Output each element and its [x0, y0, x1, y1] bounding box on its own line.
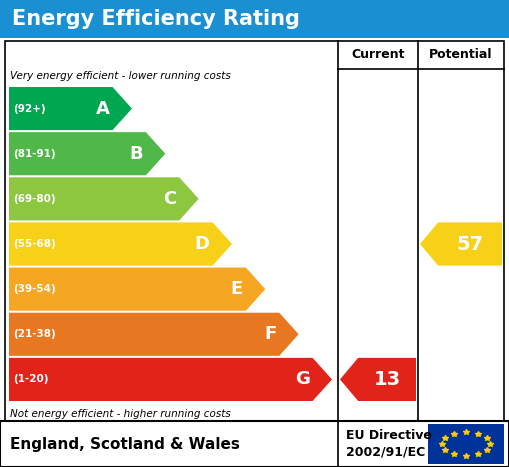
Text: (1-20): (1-20)	[13, 375, 48, 384]
Text: Current: Current	[351, 49, 405, 62]
Bar	[0, 0, 509, 38]
Polygon shape	[9, 177, 199, 220]
Polygon shape	[9, 268, 265, 311]
Text: D: D	[194, 235, 210, 253]
Polygon shape	[9, 222, 232, 266]
Text: (92+): (92+)	[13, 104, 46, 113]
Text: Energy Efficiency Rating: Energy Efficiency Rating	[12, 9, 300, 29]
Text: England, Scotland & Wales: England, Scotland & Wales	[10, 437, 240, 452]
Text: (21-38): (21-38)	[13, 329, 56, 340]
Bar	[0, 421, 509, 467]
Polygon shape	[340, 358, 416, 401]
Text: Potential: Potential	[429, 49, 493, 62]
Text: Very energy efficient - lower running costs: Very energy efficient - lower running co…	[10, 71, 231, 81]
Text: (69-80): (69-80)	[13, 194, 55, 204]
Polygon shape	[9, 132, 165, 175]
Polygon shape	[420, 222, 502, 266]
Polygon shape	[9, 87, 132, 130]
Text: F: F	[264, 325, 276, 343]
Text: (39-54): (39-54)	[13, 284, 56, 294]
Polygon shape	[9, 358, 332, 401]
Polygon shape	[9, 313, 299, 356]
Text: 13: 13	[374, 370, 401, 389]
Text: 57: 57	[457, 234, 484, 254]
Text: E: E	[231, 280, 243, 298]
Text: 2002/91/EC: 2002/91/EC	[346, 446, 425, 459]
Bar	[5, 41, 504, 421]
Text: Not energy efficient - higher running costs: Not energy efficient - higher running co…	[10, 409, 231, 419]
Text: (55-68): (55-68)	[13, 239, 56, 249]
Text: B: B	[129, 145, 143, 163]
Bar	[428, 424, 504, 464]
Text: A: A	[96, 99, 109, 118]
Text: C: C	[163, 190, 176, 208]
Text: G: G	[295, 370, 309, 389]
Text: EU Directive: EU Directive	[346, 429, 432, 442]
Text: (81-91): (81-91)	[13, 149, 55, 159]
